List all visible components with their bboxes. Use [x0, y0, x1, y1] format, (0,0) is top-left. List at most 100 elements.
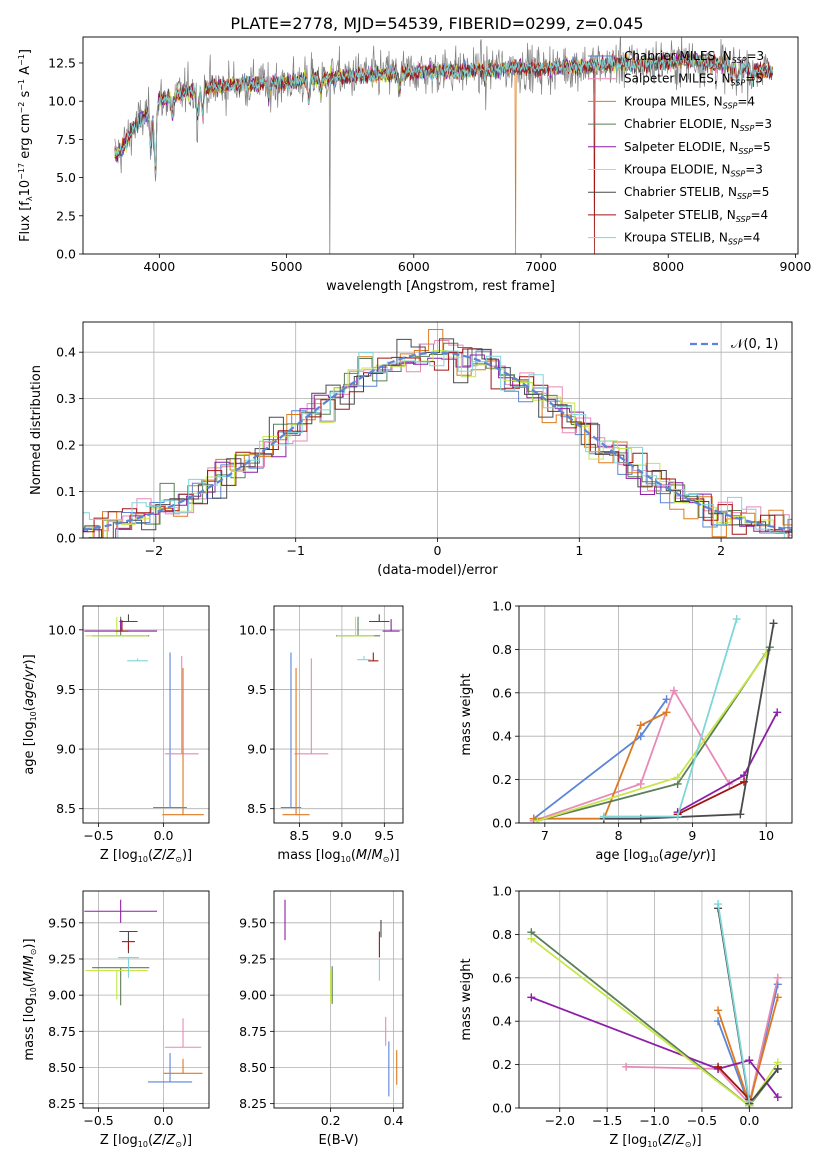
residuals-axes: −2 −1 0 1 2 0.0 0.1 0.2 0.3 0.4 (data-model)/error… [29, 321, 793, 578]
x-tick-label: 0.0 [154, 1113, 174, 1128]
histogram-kroupa-stelib [83, 350, 792, 538]
x-tick-label: 8000 [652, 259, 684, 274]
x-tick-label: 0.4 [384, 1113, 404, 1128]
x-tick-label: 9.5 [374, 828, 394, 843]
series-line-chabrier-elodie [537, 646, 771, 822]
y-tick-label: 0.2 [492, 1057, 512, 1072]
x-tick-label: 6000 [398, 259, 430, 274]
x-tick-label: −2 [145, 543, 163, 558]
y-tick-label: 0.4 [56, 345, 76, 360]
mass-vs-EBV-frame [273, 890, 404, 1109]
legend-label: Chabrier MILES, NSSP=3 [624, 49, 764, 65]
x-tick-label: 8.5 [290, 828, 310, 843]
x-tick-label: 9 [688, 828, 696, 843]
data-point-marker [773, 993, 782, 1002]
x-tick-label: 5000 [271, 259, 303, 274]
age-vs-mass-axes: 8.5 9.0 9.5 8.5 9.0 9.5 10.0 mass [log10(M/M⊙)] [239, 605, 404, 864]
data-point-marker [636, 732, 645, 741]
legend-label: Kroupa ELODIE, NSSP=3 [624, 163, 763, 179]
x-tick-label: 0.0 [739, 1113, 759, 1128]
weight-vs-Z-axes: −2.0 −1.5 −1.0 −0.5 0.0 0.0 0.2 0.4 0.6 0.8 1.0 Z [… [459, 884, 793, 1149]
residuals-frame [82, 321, 793, 539]
data-point-marker [714, 1017, 723, 1026]
data-point-marker [533, 816, 542, 823]
y-axis-label: mass weight [459, 958, 474, 1040]
legend-label: Kroupa STELIB, NSSP=4 [624, 231, 760, 247]
age-vs-Z-plot-area [84, 614, 204, 816]
x-axis-label: Z [log10(Z/Z⊙)] [100, 848, 192, 864]
x-axis-label: (data-model)/error [377, 563, 498, 578]
histogram-salpeter-stelib [83, 348, 792, 538]
y-axis-label: mass weight [459, 673, 474, 755]
mass-vs-Z-axes: −0.5 0.0 8.25 8.50 8.75 9.00 9.25 9.50 Z [log10(… [22, 890, 210, 1149]
y-tick-label: 0.0 [492, 1101, 512, 1116]
series-line-salpeter-stelib [677, 780, 745, 816]
x-tick-label: 1 [575, 543, 583, 558]
histogram-salpeter-elodie [83, 354, 792, 538]
x-tick-label: 7 [541, 828, 549, 843]
histogram-chabrier-elodie [83, 342, 792, 538]
x-axis-label: mass [log10(M/M⊙)] [277, 848, 399, 864]
weight-vs-Z-plot-area [527, 900, 782, 1108]
series-line-chabrier-stelib [603, 623, 775, 820]
data-point-marker [527, 934, 536, 943]
y-tick-label: 9.00 [48, 988, 76, 1003]
y-tick-label: 9.25 [48, 951, 76, 966]
x-tick-label: 10 [758, 828, 774, 843]
data-point-marker [662, 708, 671, 717]
legend-label: Salpeter MILES, NSSP=5 [624, 72, 763, 88]
data-point-marker [736, 810, 745, 819]
x-tick-label: 2 [717, 543, 725, 558]
data-point-marker [769, 619, 778, 628]
y-tick-label: 0.8 [492, 642, 512, 657]
data-point-marker [773, 708, 782, 717]
series-line-salpeter-miles [533, 688, 731, 822]
x-tick-label: 7000 [525, 259, 557, 274]
y-tick-label: 10.0 [48, 622, 76, 637]
x-tick-label: 0 [434, 543, 442, 558]
series-line-kroupa-elodie [537, 653, 767, 822]
y-tick-label: 0.6 [492, 970, 512, 985]
legend-label: 𝒩(0, 1) [731, 337, 778, 352]
x-axis-label: age [log10(age/yr)] [595, 848, 715, 864]
series-line-kroupa-miles [533, 711, 668, 820]
data-point-marker [773, 1093, 782, 1102]
x-tick-label: −0.5 [687, 1113, 717, 1128]
y-tick-label: 8.5 [56, 801, 76, 816]
legend-label: Kroupa MILES, NSSP=4 [624, 94, 755, 110]
y-tick-label: 0.4 [492, 1014, 512, 1029]
data-point-marker [740, 777, 749, 786]
y-tick-label: 8.50 [239, 1060, 267, 1075]
y-tick-label: 8.75 [48, 1024, 76, 1039]
y-tick-label: 0.0 [56, 531, 76, 546]
x-axis-label: E(B-V) [318, 1133, 358, 1148]
histogram-chabrier-stelib [83, 338, 792, 538]
y-tick-label: 9.50 [239, 915, 267, 930]
y-axis-label: mass [log10(M/M⊙)] [22, 938, 38, 1060]
legend-label: Chabrier ELODIE, NSSP=3 [624, 117, 772, 133]
x-tick-label: 4000 [143, 259, 175, 274]
weight-vs-Z-frame [518, 890, 793, 1109]
spectrum-legend: Chabrier MILES, NSSP=3 Salpeter MILES, NS… [588, 49, 772, 247]
series-line-kroupa-stelib [717, 903, 751, 1102]
y-tick-label: 8.25 [239, 1096, 267, 1111]
x-tick-label: −1.0 [639, 1113, 669, 1128]
legend-label: Salpeter ELODIE, NSSP=5 [624, 140, 771, 156]
data-point-marker [773, 973, 782, 982]
mass-vs-Z-plot-area [84, 899, 203, 1083]
data-point-marker [622, 1062, 631, 1071]
y-tick-label: 0.2 [492, 772, 512, 787]
data-point-marker [673, 773, 682, 782]
data-point-marker [662, 695, 671, 704]
y-tick-label: 0.1 [56, 484, 76, 499]
y-tick-label: 10.0 [239, 622, 267, 637]
data-point-marker [636, 721, 645, 730]
data-point-marker [714, 900, 723, 909]
normal-curve [83, 351, 792, 531]
y-tick-label: 9.0 [56, 742, 76, 757]
y-tick-label: 8.25 [48, 1096, 76, 1111]
y-axis-label: Flux [fλ10−17 erg cm−2 s−1 A−1] [17, 49, 34, 242]
x-tick-label: −1 [286, 543, 304, 558]
data-point-marker [669, 686, 678, 695]
